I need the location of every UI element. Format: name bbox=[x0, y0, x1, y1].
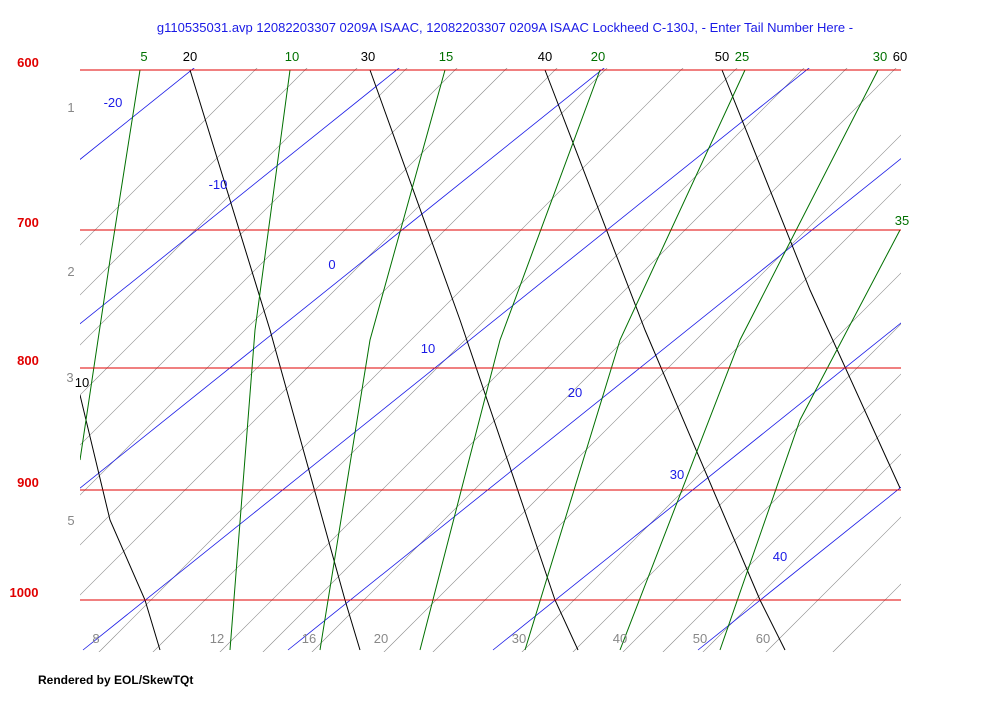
mixing-ratio-line bbox=[572, 323, 901, 652]
mixing-ratio-label: 12 bbox=[210, 631, 224, 646]
moist-adiabat-label: 10 bbox=[285, 49, 299, 64]
dry-adiabat-label: 40 bbox=[538, 49, 552, 64]
footer: Rendered by EOL/SkewTQt bbox=[38, 673, 193, 687]
mixing-ratio-line bbox=[311, 68, 897, 652]
moist-adiabat-line bbox=[80, 69, 141, 461]
isotherm-line bbox=[80, 68, 400, 325]
plot-lines bbox=[80, 68, 901, 652]
mixing-ratio-line bbox=[219, 68, 805, 652]
mixing-ratio-label: 40 bbox=[613, 631, 627, 646]
isotherm-label: 40 bbox=[773, 549, 787, 564]
moist-adiabat-line bbox=[419, 69, 601, 651]
moist-adiabat-label: 15 bbox=[439, 49, 453, 64]
pressure-label: 700 bbox=[17, 215, 39, 230]
mixing-ratio-line bbox=[80, 68, 308, 296]
title: g110535031.avp 12082203307 0209A ISAAC, … bbox=[157, 20, 853, 35]
labels: 600 700 800 900 1000 -20 -10 0 10 20 30 40 20 30 40 50 6… bbox=[10, 49, 910, 646]
mixing-ratio-line bbox=[262, 68, 848, 652]
dry-adiabat-label: 30 bbox=[361, 49, 375, 64]
mixing-ratio-label: 50 bbox=[693, 631, 707, 646]
mixing-ratio-line bbox=[521, 272, 901, 652]
dry-adiabat-line bbox=[544, 69, 786, 651]
mixing-ratio-line bbox=[80, 68, 408, 396]
pressure-label: 600 bbox=[17, 55, 39, 70]
mixing-ratio-line bbox=[662, 413, 901, 652]
isotherm-line bbox=[492, 322, 901, 651]
isotherm-line bbox=[287, 158, 901, 651]
mixing-ratio-line bbox=[622, 373, 901, 652]
dry-adiabat-line bbox=[721, 69, 901, 489]
moist-adiabat-label: 5 bbox=[140, 49, 147, 64]
moist-adiabat-label: 30 bbox=[873, 49, 887, 64]
isotherm-line bbox=[697, 486, 901, 651]
mixing-ratio-label: 30 bbox=[512, 631, 526, 646]
pressure-label: 900 bbox=[17, 475, 39, 490]
moist-adiabat-line bbox=[524, 69, 746, 651]
dry-adiabat-label: 20 bbox=[183, 49, 197, 64]
isotherm-line bbox=[82, 68, 810, 651]
mixing-ratio-line bbox=[98, 68, 684, 652]
moist-adiabat-label: 35 bbox=[895, 213, 909, 228]
pressure-label: 1000 bbox=[10, 585, 39, 600]
mixing-ratio-line bbox=[765, 516, 901, 652]
isotherm-line bbox=[80, 68, 195, 160]
mixing-ratio-line bbox=[80, 68, 558, 546]
mixing-ratio-line bbox=[432, 183, 901, 652]
dry-adiabat-label: 60 bbox=[893, 49, 907, 64]
isotherm-label: 30 bbox=[670, 467, 684, 482]
height-label: 2 bbox=[67, 264, 74, 279]
mixing-ratio-label: 20 bbox=[374, 631, 388, 646]
dry-adiabat-line bbox=[80, 394, 161, 651]
moist-adiabat-line bbox=[619, 69, 879, 651]
dry-adiabat-label: 10 bbox=[75, 375, 89, 390]
mixing-ratio-label: 60 bbox=[756, 631, 770, 646]
mixing-ratio-line bbox=[80, 68, 508, 496]
height-label: 3 bbox=[66, 370, 73, 385]
height-label: 5 bbox=[67, 513, 74, 528]
moist-adiabat-label: 20 bbox=[591, 49, 605, 64]
pressure-label: 800 bbox=[17, 353, 39, 368]
dry-adiabat-line bbox=[369, 69, 579, 651]
height-label: 1 bbox=[67, 100, 74, 115]
dry-adiabat-line bbox=[189, 69, 361, 651]
moist-adiabat-line bbox=[319, 69, 446, 651]
mixing-ratio-label: 8 bbox=[92, 631, 99, 646]
mixing-ratio-line bbox=[80, 68, 608, 596]
mixing-ratio-line bbox=[702, 453, 901, 652]
isotherm-label: 0 bbox=[328, 257, 335, 272]
isotherm-label: -20 bbox=[104, 95, 123, 110]
moist-adiabat-label: 25 bbox=[735, 49, 749, 64]
dry-adiabat-label: 50 bbox=[715, 49, 729, 64]
moist-adiabat-line bbox=[229, 69, 291, 651]
mixing-ratio-line bbox=[80, 68, 458, 446]
mixing-ratio-line bbox=[383, 134, 901, 652]
mixing-ratio-line bbox=[152, 68, 738, 652]
isotherm-line bbox=[80, 68, 605, 489]
isotherm-label: -10 bbox=[209, 177, 228, 192]
isotherm-label: 20 bbox=[568, 385, 582, 400]
moist-adiabat-line bbox=[719, 229, 901, 651]
mixing-ratio-label: 16 bbox=[302, 631, 316, 646]
isotherm-label: 10 bbox=[421, 341, 435, 356]
mixing-ratio-line bbox=[80, 68, 358, 346]
mixing-ratio-line bbox=[80, 68, 258, 246]
